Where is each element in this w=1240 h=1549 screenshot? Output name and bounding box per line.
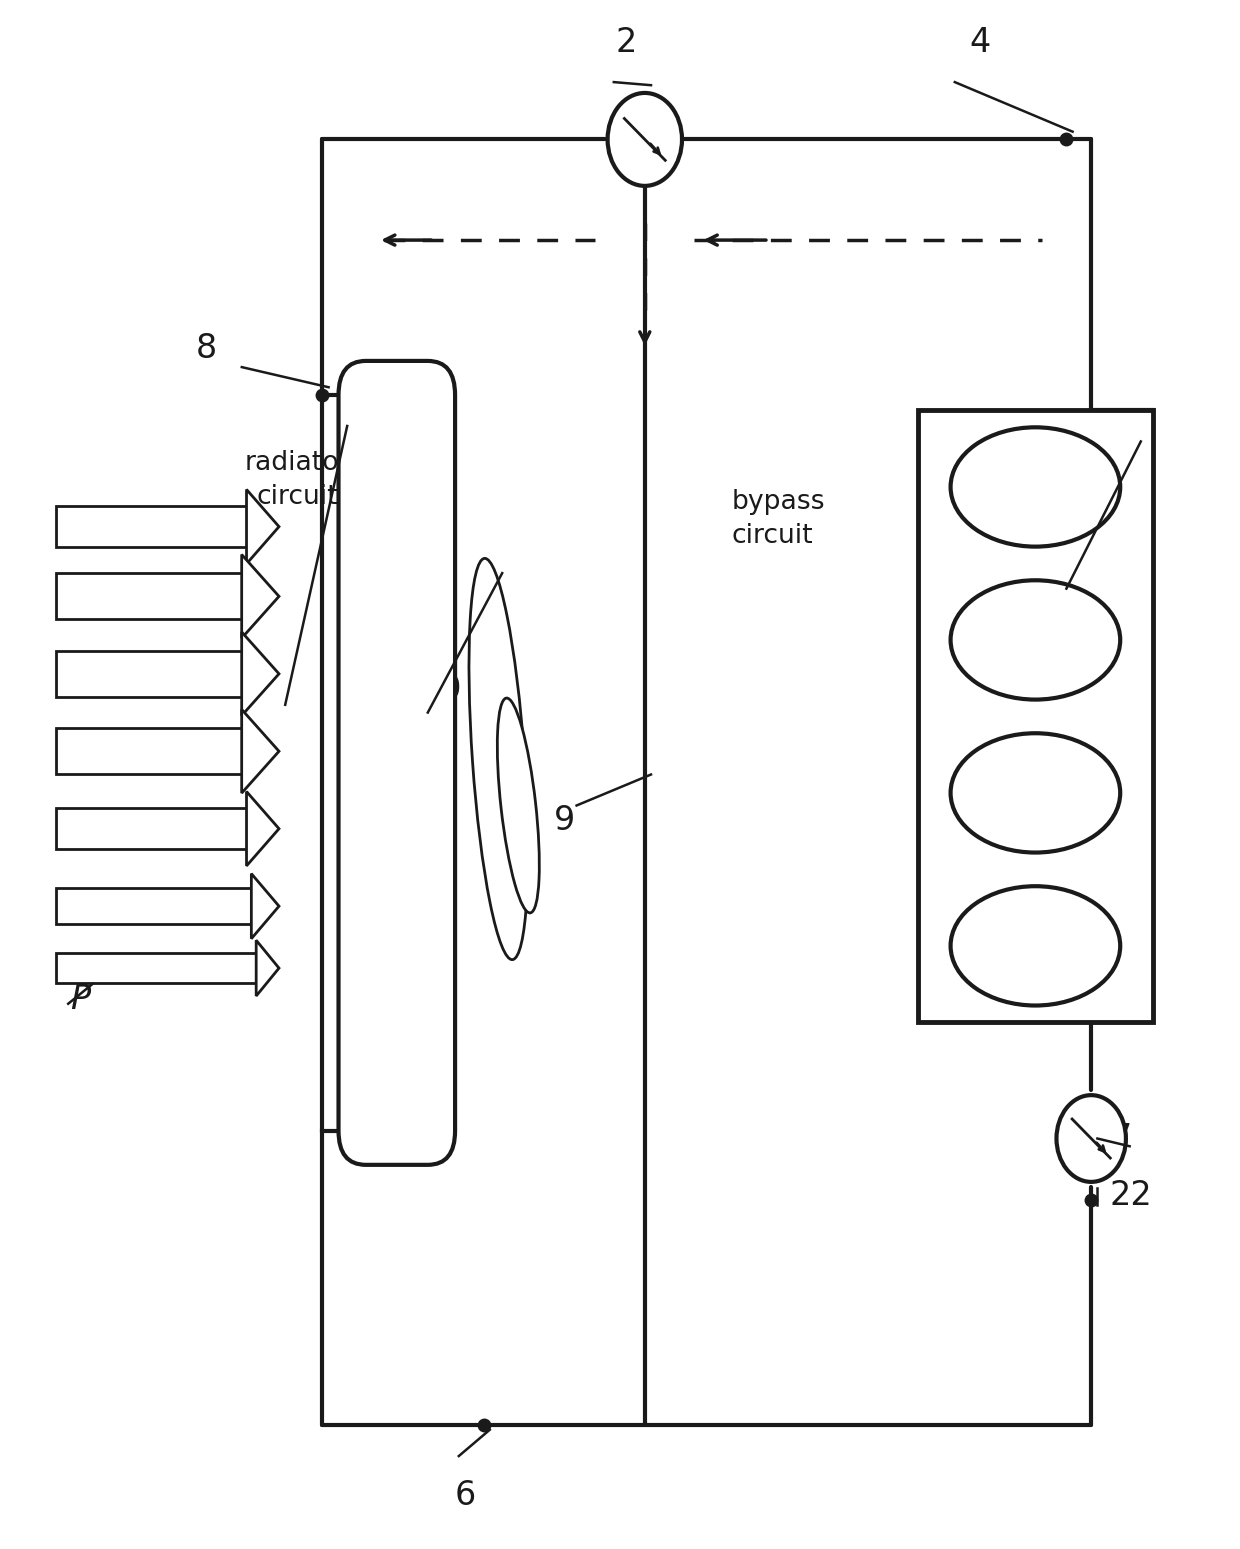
Ellipse shape [951,886,1120,1005]
Text: 4: 4 [968,26,991,59]
Polygon shape [247,792,279,866]
FancyBboxPatch shape [339,361,455,1165]
Text: 10: 10 [419,672,461,706]
Polygon shape [242,555,279,638]
Circle shape [608,93,682,186]
Text: radiator
circuit: radiator circuit [244,451,351,510]
Text: 5: 5 [239,672,260,706]
Bar [918,410,1153,1022]
Ellipse shape [469,558,528,960]
Polygon shape [56,809,247,849]
Ellipse shape [951,428,1120,547]
Polygon shape [252,874,279,939]
Polygon shape [56,507,247,547]
Polygon shape [242,632,279,716]
Text: 7: 7 [1110,1121,1131,1156]
Text: 22: 22 [1110,1179,1152,1213]
Text: P: P [71,982,91,1016]
Circle shape [1056,1095,1126,1182]
Text: 9: 9 [553,804,575,838]
Text: bypass
circuit: bypass circuit [732,489,825,548]
Polygon shape [56,651,242,697]
Polygon shape [56,888,252,925]
Ellipse shape [951,733,1120,852]
Text: 6: 6 [454,1479,476,1512]
Ellipse shape [497,699,539,912]
Polygon shape [242,709,279,793]
Polygon shape [56,953,257,984]
Text: 3: 3 [1085,587,1106,621]
Text: 8: 8 [196,331,217,366]
Text: 2: 2 [615,26,637,59]
Polygon shape [56,728,242,774]
Ellipse shape [951,581,1120,700]
Polygon shape [257,940,279,996]
Polygon shape [247,489,279,564]
Polygon shape [56,573,242,620]
